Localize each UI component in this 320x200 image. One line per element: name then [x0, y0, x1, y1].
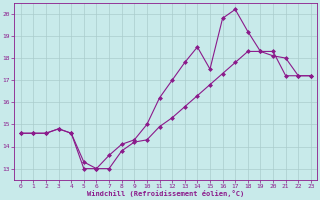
X-axis label: Windchill (Refroidissement éolien,°C): Windchill (Refroidissement éolien,°C) — [87, 190, 244, 197]
